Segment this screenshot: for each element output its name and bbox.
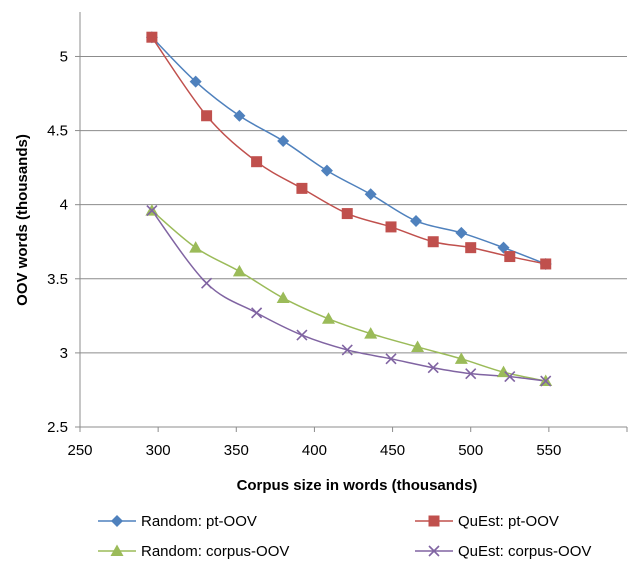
series-line-0: [151, 36, 547, 265]
legend-marker-3: [428, 545, 440, 557]
data-point-0: [497, 241, 510, 254]
y-tick-label: 3: [60, 345, 68, 362]
gridlines: [80, 55, 627, 354]
y-tick-label: 3.5: [47, 271, 68, 288]
legend: Random: pt-OOV QuEst: pt-OOV Random: corpu…: [98, 513, 591, 560]
legend-label-3: QuEst: corpus-OOV: [458, 543, 591, 560]
data-point-2: [364, 327, 378, 339]
data-point-1: [296, 182, 308, 194]
legend-label-1: QuEst: pt-OOV: [458, 513, 559, 530]
data-point-2: [321, 312, 335, 324]
legend-label-0: Random: pt-OOV: [141, 513, 257, 530]
data-point-0: [277, 134, 290, 147]
tick-labels: 2.5 3 3.5 4 4.5 5 250 300 350 400 450 500 550: [47, 48, 561, 459]
x-tick-label: 450: [380, 442, 405, 459]
data-point-3: [465, 368, 477, 380]
y-axis-title: OOV words (thousands): [14, 134, 31, 306]
data-point-3: [427, 362, 439, 374]
y-tick-label: 4.5: [47, 123, 68, 140]
y-tick-label: 5: [60, 48, 68, 65]
x-tick-label: 350: [224, 442, 249, 459]
data-point-1: [341, 208, 353, 220]
data-point-2: [189, 241, 203, 253]
series-line-1: [151, 36, 546, 265]
data-point-3: [296, 329, 308, 341]
data-point-1: [427, 236, 439, 248]
axes: [75, 12, 628, 432]
x-axis-title: Corpus size in words (thousands): [237, 477, 478, 494]
data-point-2: [276, 291, 290, 304]
legend-label-2: Random: corpus-OOV: [141, 543, 289, 560]
data-point-3: [341, 344, 353, 356]
series-line-3: [151, 210, 546, 382]
data-point-1: [465, 242, 477, 254]
data-point-0: [320, 164, 333, 177]
data-point-1: [146, 31, 158, 43]
data-point-0: [364, 188, 377, 201]
data-point-3: [201, 277, 213, 289]
y-tick-label: 2.5: [47, 419, 68, 436]
data-point-1: [251, 156, 263, 168]
data-point-3: [251, 307, 263, 319]
data-point-3: [504, 371, 516, 383]
x-tick-label: 300: [146, 442, 171, 459]
data-point-2: [411, 340, 425, 352]
data-point-1: [201, 110, 213, 122]
legend-marker-0: [111, 515, 123, 527]
data-point-1: [504, 251, 516, 263]
legend-marker-2: [110, 544, 124, 556]
data-point-0: [233, 109, 246, 122]
data-point-0: [410, 214, 423, 227]
series-markers: [145, 31, 553, 387]
data-point-1: [540, 258, 552, 270]
x-tick-label: 550: [536, 442, 561, 459]
data-point-3: [385, 353, 397, 365]
data-point-0: [189, 75, 202, 88]
legend-marker-1: [428, 515, 440, 527]
x-tick-label: 500: [458, 442, 483, 459]
series-lines: [151, 36, 547, 382]
x-tick-label: 250: [67, 442, 92, 459]
data-point-2: [232, 264, 246, 277]
y-tick-label: 4: [60, 197, 68, 214]
data-point-0: [455, 226, 468, 239]
data-point-3: [146, 205, 158, 217]
data-point-1: [385, 221, 397, 233]
data-point-3: [540, 375, 552, 387]
x-tick-label: 400: [302, 442, 327, 459]
data-point-2: [454, 352, 468, 364]
series-line-2: [151, 210, 546, 382]
